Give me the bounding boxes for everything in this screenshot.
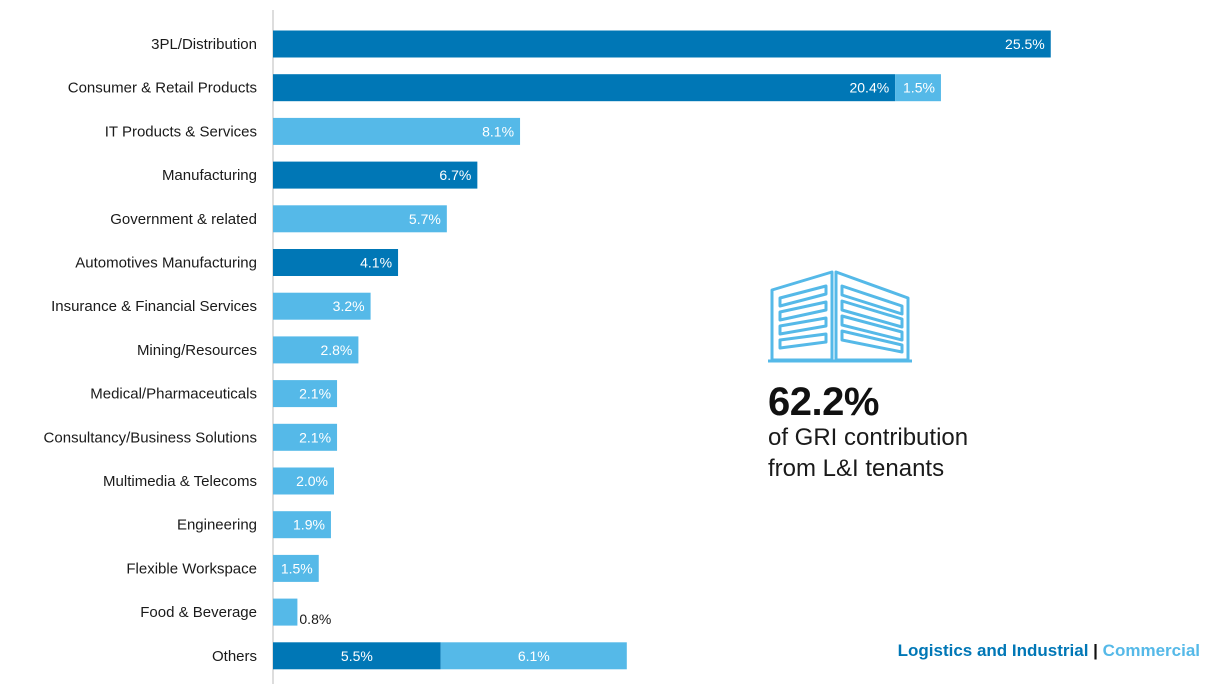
category-label: Medical/Pharmaceuticals — [90, 386, 257, 403]
bar-commercial — [440, 642, 627, 670]
category-label: Consumer & Retail Products — [68, 80, 257, 97]
data-label: 25.5% — [1005, 36, 1045, 52]
category-label: Flexible Workspace — [126, 560, 257, 577]
data-label: 3.2% — [333, 298, 365, 314]
bar-logistics-industrial — [273, 642, 441, 670]
legend: Logistics and Industrial | Commercial — [898, 641, 1200, 661]
data-label: 6.1% — [518, 648, 550, 664]
bar-logistics-industrial — [273, 74, 896, 102]
callout-line-2: from L&I tenants — [768, 455, 945, 482]
category-label: Others — [212, 648, 257, 665]
bar-commercial — [273, 336, 359, 364]
category-label: Manufacturing — [162, 167, 257, 184]
category-label: IT Products & Services — [105, 123, 257, 140]
bar-commercial — [273, 205, 447, 233]
data-label: 4.1% — [360, 255, 392, 271]
callout-value: 62.2% — [768, 380, 879, 424]
data-label: 1.9% — [293, 517, 325, 533]
bar-logistics-industrial — [273, 161, 478, 189]
data-label: 5.5% — [341, 648, 373, 664]
category-label: Insurance & Financial Services — [51, 298, 257, 315]
data-label: 2.8% — [320, 342, 352, 358]
callout-line-1: of GRI contribution — [768, 424, 969, 451]
bar-commercial — [273, 467, 334, 495]
data-label: 20.4% — [849, 80, 889, 96]
bar-commercial — [273, 117, 521, 145]
bar-commercial — [273, 598, 298, 626]
data-label: 8.1% — [482, 123, 514, 139]
building-icon — [768, 270, 912, 363]
category-label: Mining/Resources — [137, 342, 257, 359]
category-label: Automotives Manufacturing — [75, 255, 257, 272]
bar-commercial — [273, 380, 338, 408]
bar-commercial — [273, 511, 331, 539]
data-label: 1.5% — [903, 80, 935, 96]
category-label: Engineering — [177, 517, 257, 534]
bar-logistics-industrial — [273, 30, 1051, 58]
bar-logistics-industrial — [273, 249, 399, 276]
data-label: 6.7% — [439, 167, 471, 183]
category-label: Government & related — [110, 211, 257, 228]
category-label: Food & Beverage — [140, 604, 257, 621]
category-label: Consultancy/Business Solutions — [44, 429, 257, 446]
callout-panel: 62.2% of GRI contribution from L&I tenan… — [768, 268, 968, 484]
data-label: 2.0% — [296, 473, 328, 489]
bar-commercial — [895, 74, 941, 102]
data-label: 2.1% — [299, 386, 331, 402]
category-label: 3PL/Distribution — [151, 36, 257, 53]
legend-separator: | — [1093, 641, 1098, 660]
legend-item-commercial: Commercial — [1102, 641, 1200, 660]
legend-item-logistics-industrial: Logistics and Industrial — [897, 641, 1089, 660]
category-label: Multimedia & Telecoms — [103, 473, 257, 490]
data-label: 5.7% — [409, 211, 441, 227]
data-label: 2.1% — [299, 429, 331, 445]
bar-commercial — [273, 554, 319, 582]
bar-commercial — [273, 423, 338, 451]
data-label: 0.8% — [299, 611, 331, 627]
bar-commercial — [273, 292, 371, 320]
data-label: 1.5% — [281, 560, 313, 576]
